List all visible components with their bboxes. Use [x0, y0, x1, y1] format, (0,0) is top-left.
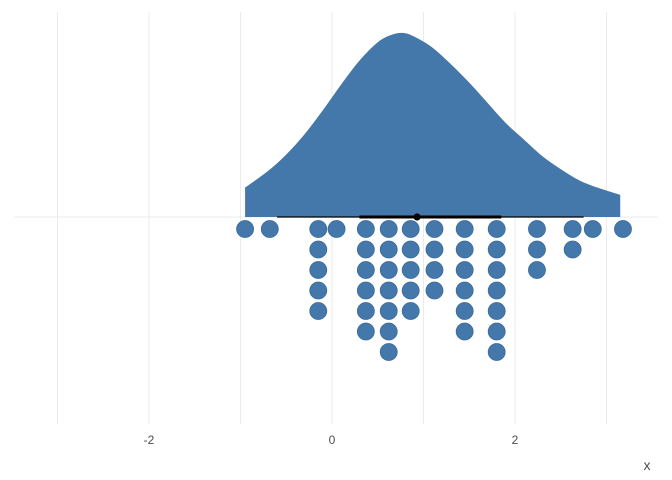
dot — [528, 240, 546, 259]
dot — [309, 302, 328, 320]
dot — [236, 220, 254, 238]
dot — [455, 240, 474, 259]
dot — [309, 240, 328, 259]
dot — [487, 261, 506, 279]
dot — [356, 322, 375, 341]
dot — [260, 220, 279, 238]
dot — [379, 220, 398, 238]
density-area — [245, 32, 621, 217]
dot — [425, 240, 444, 259]
dot — [379, 302, 398, 320]
dot — [455, 302, 474, 320]
dot — [327, 220, 346, 238]
dot — [379, 261, 398, 279]
dot — [487, 240, 506, 259]
dot — [379, 322, 398, 341]
x-tick-label: 0 — [329, 433, 336, 447]
interval-point — [413, 213, 421, 221]
dot — [563, 240, 582, 259]
dot — [309, 281, 328, 300]
dot — [487, 343, 506, 361]
dot — [487, 220, 506, 238]
dot — [356, 281, 375, 300]
dot — [425, 261, 444, 279]
dot — [401, 302, 420, 320]
dot — [455, 281, 474, 300]
x-axis-ticks: -2 0 2 — [144, 433, 519, 447]
dot — [487, 322, 506, 341]
dot — [401, 261, 420, 279]
dot — [356, 302, 375, 320]
dot — [425, 281, 444, 300]
dot — [401, 281, 420, 300]
dot — [401, 240, 420, 259]
dot — [528, 220, 546, 238]
dot — [455, 220, 474, 238]
grid — [14, 12, 658, 424]
dots — [236, 220, 632, 361]
dot — [528, 261, 546, 279]
dot — [356, 261, 375, 279]
dot — [356, 240, 375, 259]
x-tick-label: -2 — [144, 433, 155, 447]
dot — [356, 220, 375, 238]
dot — [455, 261, 474, 279]
dot — [614, 220, 632, 238]
interval — [277, 213, 584, 221]
dot — [401, 220, 420, 238]
dot — [379, 240, 398, 259]
dot — [583, 220, 602, 238]
dot — [487, 302, 506, 320]
dot — [563, 220, 582, 238]
x-axis-title: x — [644, 457, 651, 473]
dot — [487, 281, 506, 300]
dot — [379, 343, 398, 361]
dot — [309, 220, 328, 238]
dot — [309, 261, 328, 279]
dot — [425, 220, 444, 238]
dot — [455, 322, 474, 341]
x-tick-label: 2 — [512, 433, 519, 447]
dot — [379, 281, 398, 300]
